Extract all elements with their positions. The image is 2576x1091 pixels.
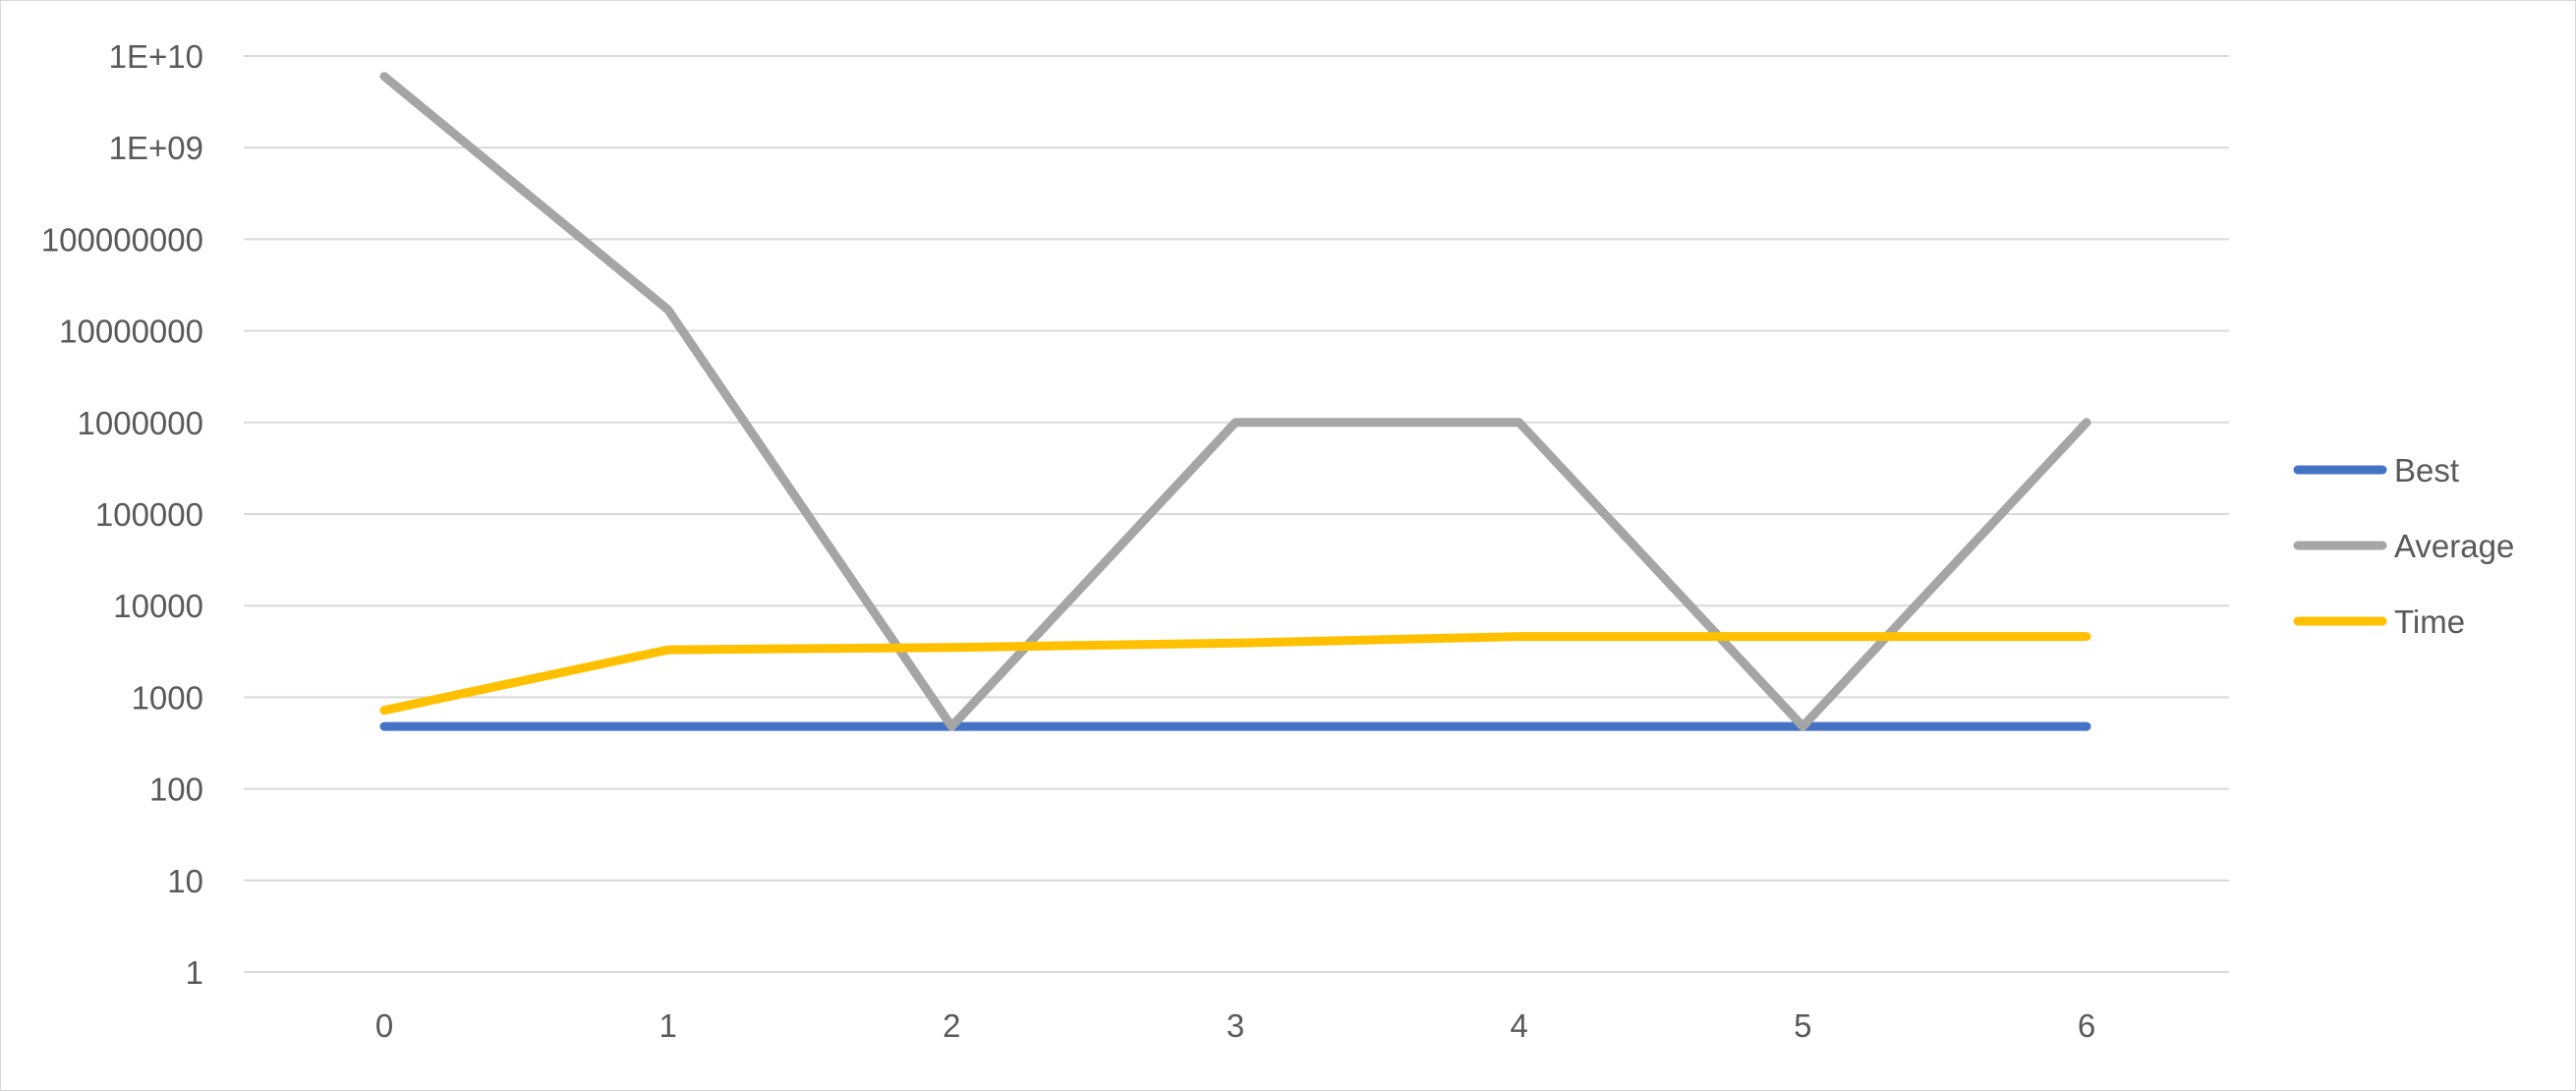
legend-label-time: Time: [2394, 603, 2465, 640]
y-tick-label: 10000000: [59, 314, 203, 350]
x-tick-label: 6: [2078, 1007, 2095, 1044]
legend: Best Average Time: [2293, 452, 2514, 640]
x-tick-label: 2: [943, 1007, 960, 1044]
gridlines: [244, 55, 2229, 973]
y-tick-label: 10000: [113, 588, 203, 624]
y-tick-label: 1E+10: [109, 38, 203, 75]
y-tick-label: 100: [149, 772, 203, 808]
y-tick-label: 1: [186, 954, 203, 991]
x-tick-label: 5: [1794, 1007, 1811, 1044]
series-lines: [379, 72, 2091, 731]
legend-label-best: Best: [2394, 452, 2459, 488]
series-time-line: [379, 632, 2091, 716]
y-tick-label: 1E+09: [109, 130, 203, 166]
y-tick-label: 1000: [132, 679, 203, 716]
x-tick-label: 0: [375, 1007, 393, 1044]
legend-label-average: Average: [2394, 528, 2514, 564]
series-average-line: [379, 72, 2091, 731]
y-axis-tick-labels: 1 10 100 1000 10000 100000 1000000 10000000 1000…: [41, 38, 203, 991]
x-tick-label: 3: [1227, 1007, 1244, 1044]
x-tick-label: 1: [658, 1007, 676, 1044]
y-tick-label: 10: [167, 863, 203, 899]
y-tick-label: 1000000: [78, 405, 203, 441]
y-tick-label: 100000000: [41, 221, 203, 258]
x-axis-tick-labels: 0 1 2 3 4 5 6: [375, 1007, 2095, 1044]
y-tick-label: 100000: [95, 496, 203, 533]
x-tick-label: 4: [1510, 1007, 1527, 1044]
